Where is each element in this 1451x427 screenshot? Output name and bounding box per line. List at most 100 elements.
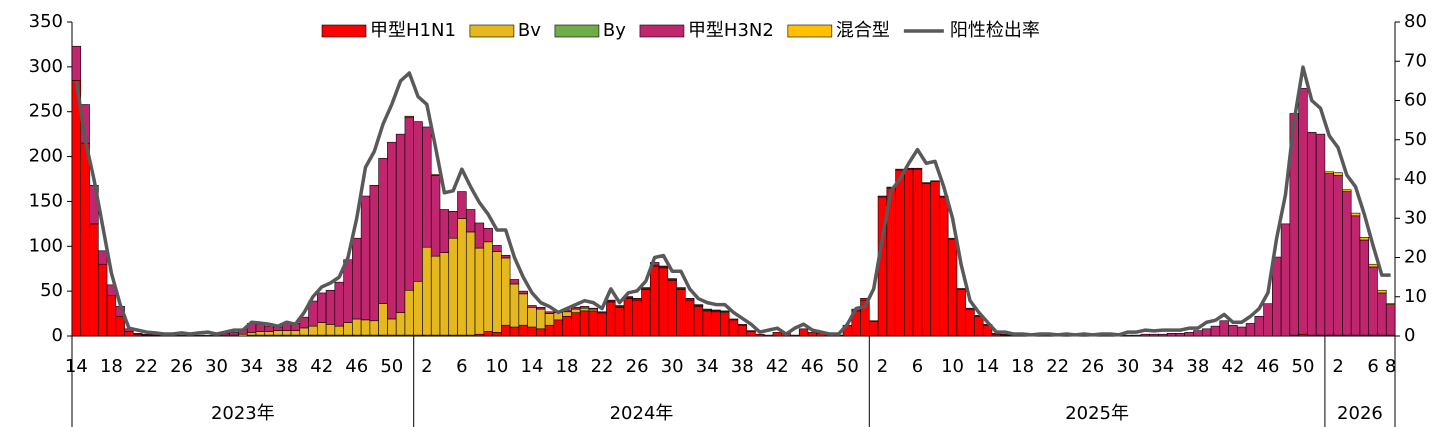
bar-segment — [632, 298, 642, 300]
x-tick-label: 46 — [345, 356, 368, 377]
bar-segment — [588, 307, 598, 310]
bar-segment — [1219, 320, 1229, 337]
bar-segment — [641, 287, 651, 289]
group-label: 2026 — [1337, 403, 1383, 424]
bar-segment — [527, 306, 537, 328]
rate-line — [74, 65, 1391, 337]
x-tick-label: 14 — [65, 356, 88, 377]
bar-segment — [895, 168, 905, 171]
bar-segment — [965, 307, 975, 310]
bar-segment — [474, 222, 485, 249]
x-tick-label: 26 — [626, 356, 649, 377]
bar-segment — [369, 184, 379, 322]
bar-segment — [352, 318, 362, 336]
bar-segment — [273, 330, 283, 336]
legend-swatch — [321, 24, 367, 38]
bar-segment — [1385, 303, 1396, 305]
bar-segment — [921, 182, 931, 184]
bar-segment — [509, 279, 520, 285]
bar-segment — [378, 303, 388, 336]
bar-segment — [527, 326, 537, 337]
bar-segment — [658, 267, 669, 337]
bar-segment — [404, 289, 415, 336]
x-tick-label: 46 — [1257, 356, 1280, 377]
x-tick-label: 18 — [100, 356, 123, 377]
bar-segment — [544, 324, 555, 337]
bar-segment — [614, 305, 625, 307]
y-tick-label: 250 — [29, 101, 63, 122]
bar-segment — [1272, 256, 1282, 337]
bar-segment — [1342, 189, 1352, 192]
bar-segment — [1315, 133, 1326, 336]
bar-segment — [501, 257, 511, 326]
bar-segment — [352, 237, 362, 320]
bar-segment — [457, 218, 467, 336]
bar-segment — [465, 231, 476, 336]
bar-segment — [930, 180, 940, 182]
bar-segment — [588, 310, 598, 337]
y2-tick-label: 80 — [1404, 11, 1427, 32]
y2-tick-label: 50 — [1404, 129, 1427, 150]
bar-segment — [518, 293, 528, 326]
bar-segment — [518, 324, 528, 337]
x-tick-label: 2 — [1332, 356, 1343, 377]
bar-segment — [956, 288, 966, 290]
bar-segment — [1210, 325, 1221, 337]
legend-label: Bv — [518, 20, 541, 41]
x-tick-label: 14 — [976, 356, 999, 377]
bar-segment — [597, 313, 607, 337]
x-tick-label: 10 — [941, 356, 964, 377]
bar-segment — [623, 298, 634, 337]
bar-segment — [255, 331, 266, 336]
y-tick-label: 0 — [52, 325, 63, 346]
bar-segment — [536, 306, 546, 310]
x-tick-label: 22 — [1046, 356, 1069, 377]
bar-segment — [1368, 266, 1378, 336]
bar-segment — [711, 309, 721, 312]
bar-segment — [1350, 215, 1361, 336]
x-tick-label: 30 — [661, 356, 684, 377]
legend-swatch — [469, 24, 515, 38]
bar-segment — [369, 320, 379, 336]
bar-segment — [728, 318, 739, 321]
bar-segment — [895, 169, 905, 337]
legend-label: 甲型H1N1 — [370, 20, 456, 41]
bar-segment — [1245, 323, 1256, 337]
bar-segment — [343, 259, 353, 323]
x-tick-label: 46 — [801, 356, 824, 377]
bar-segment — [430, 175, 441, 257]
legend-label: 混合型 — [836, 20, 890, 41]
bar-segment — [956, 289, 966, 337]
bar-segment — [1263, 303, 1273, 337]
bar-segment — [1385, 304, 1396, 336]
bar-segment — [693, 304, 704, 306]
bar-segment — [509, 283, 520, 328]
bar-segment — [387, 318, 397, 336]
bar-segment — [483, 331, 493, 337]
bar-segment — [264, 331, 274, 336]
y2-tick-label: 20 — [1404, 247, 1427, 268]
bar-segment — [649, 265, 660, 337]
x-tick-label: 34 — [1151, 356, 1174, 377]
legend-swatch — [787, 24, 833, 38]
bar-segment — [334, 281, 344, 327]
bar-segment — [492, 245, 502, 252]
x-tick-label: 18 — [556, 356, 579, 377]
x-tick-label: 26 — [170, 356, 193, 377]
bar-segment — [904, 168, 914, 337]
bar-segment — [246, 332, 257, 336]
bar-segment — [492, 332, 502, 337]
bar-segment — [798, 328, 809, 337]
x-tick-label: 22 — [135, 356, 158, 377]
bar-segment — [912, 167, 923, 170]
x-tick-label: 18 — [1011, 356, 1034, 377]
x-tick-label: 6 — [1367, 356, 1378, 377]
bar-segment — [1166, 333, 1177, 337]
y2-tick-label: 0 — [1404, 325, 1415, 346]
bar-segment — [360, 195, 371, 321]
bar-segment — [133, 333, 143, 335]
y2-tick-label: 30 — [1404, 207, 1427, 228]
y2-tick-label: 60 — [1404, 90, 1427, 111]
x-tick-label: 42 — [310, 356, 333, 377]
bar-segment — [97, 250, 108, 265]
